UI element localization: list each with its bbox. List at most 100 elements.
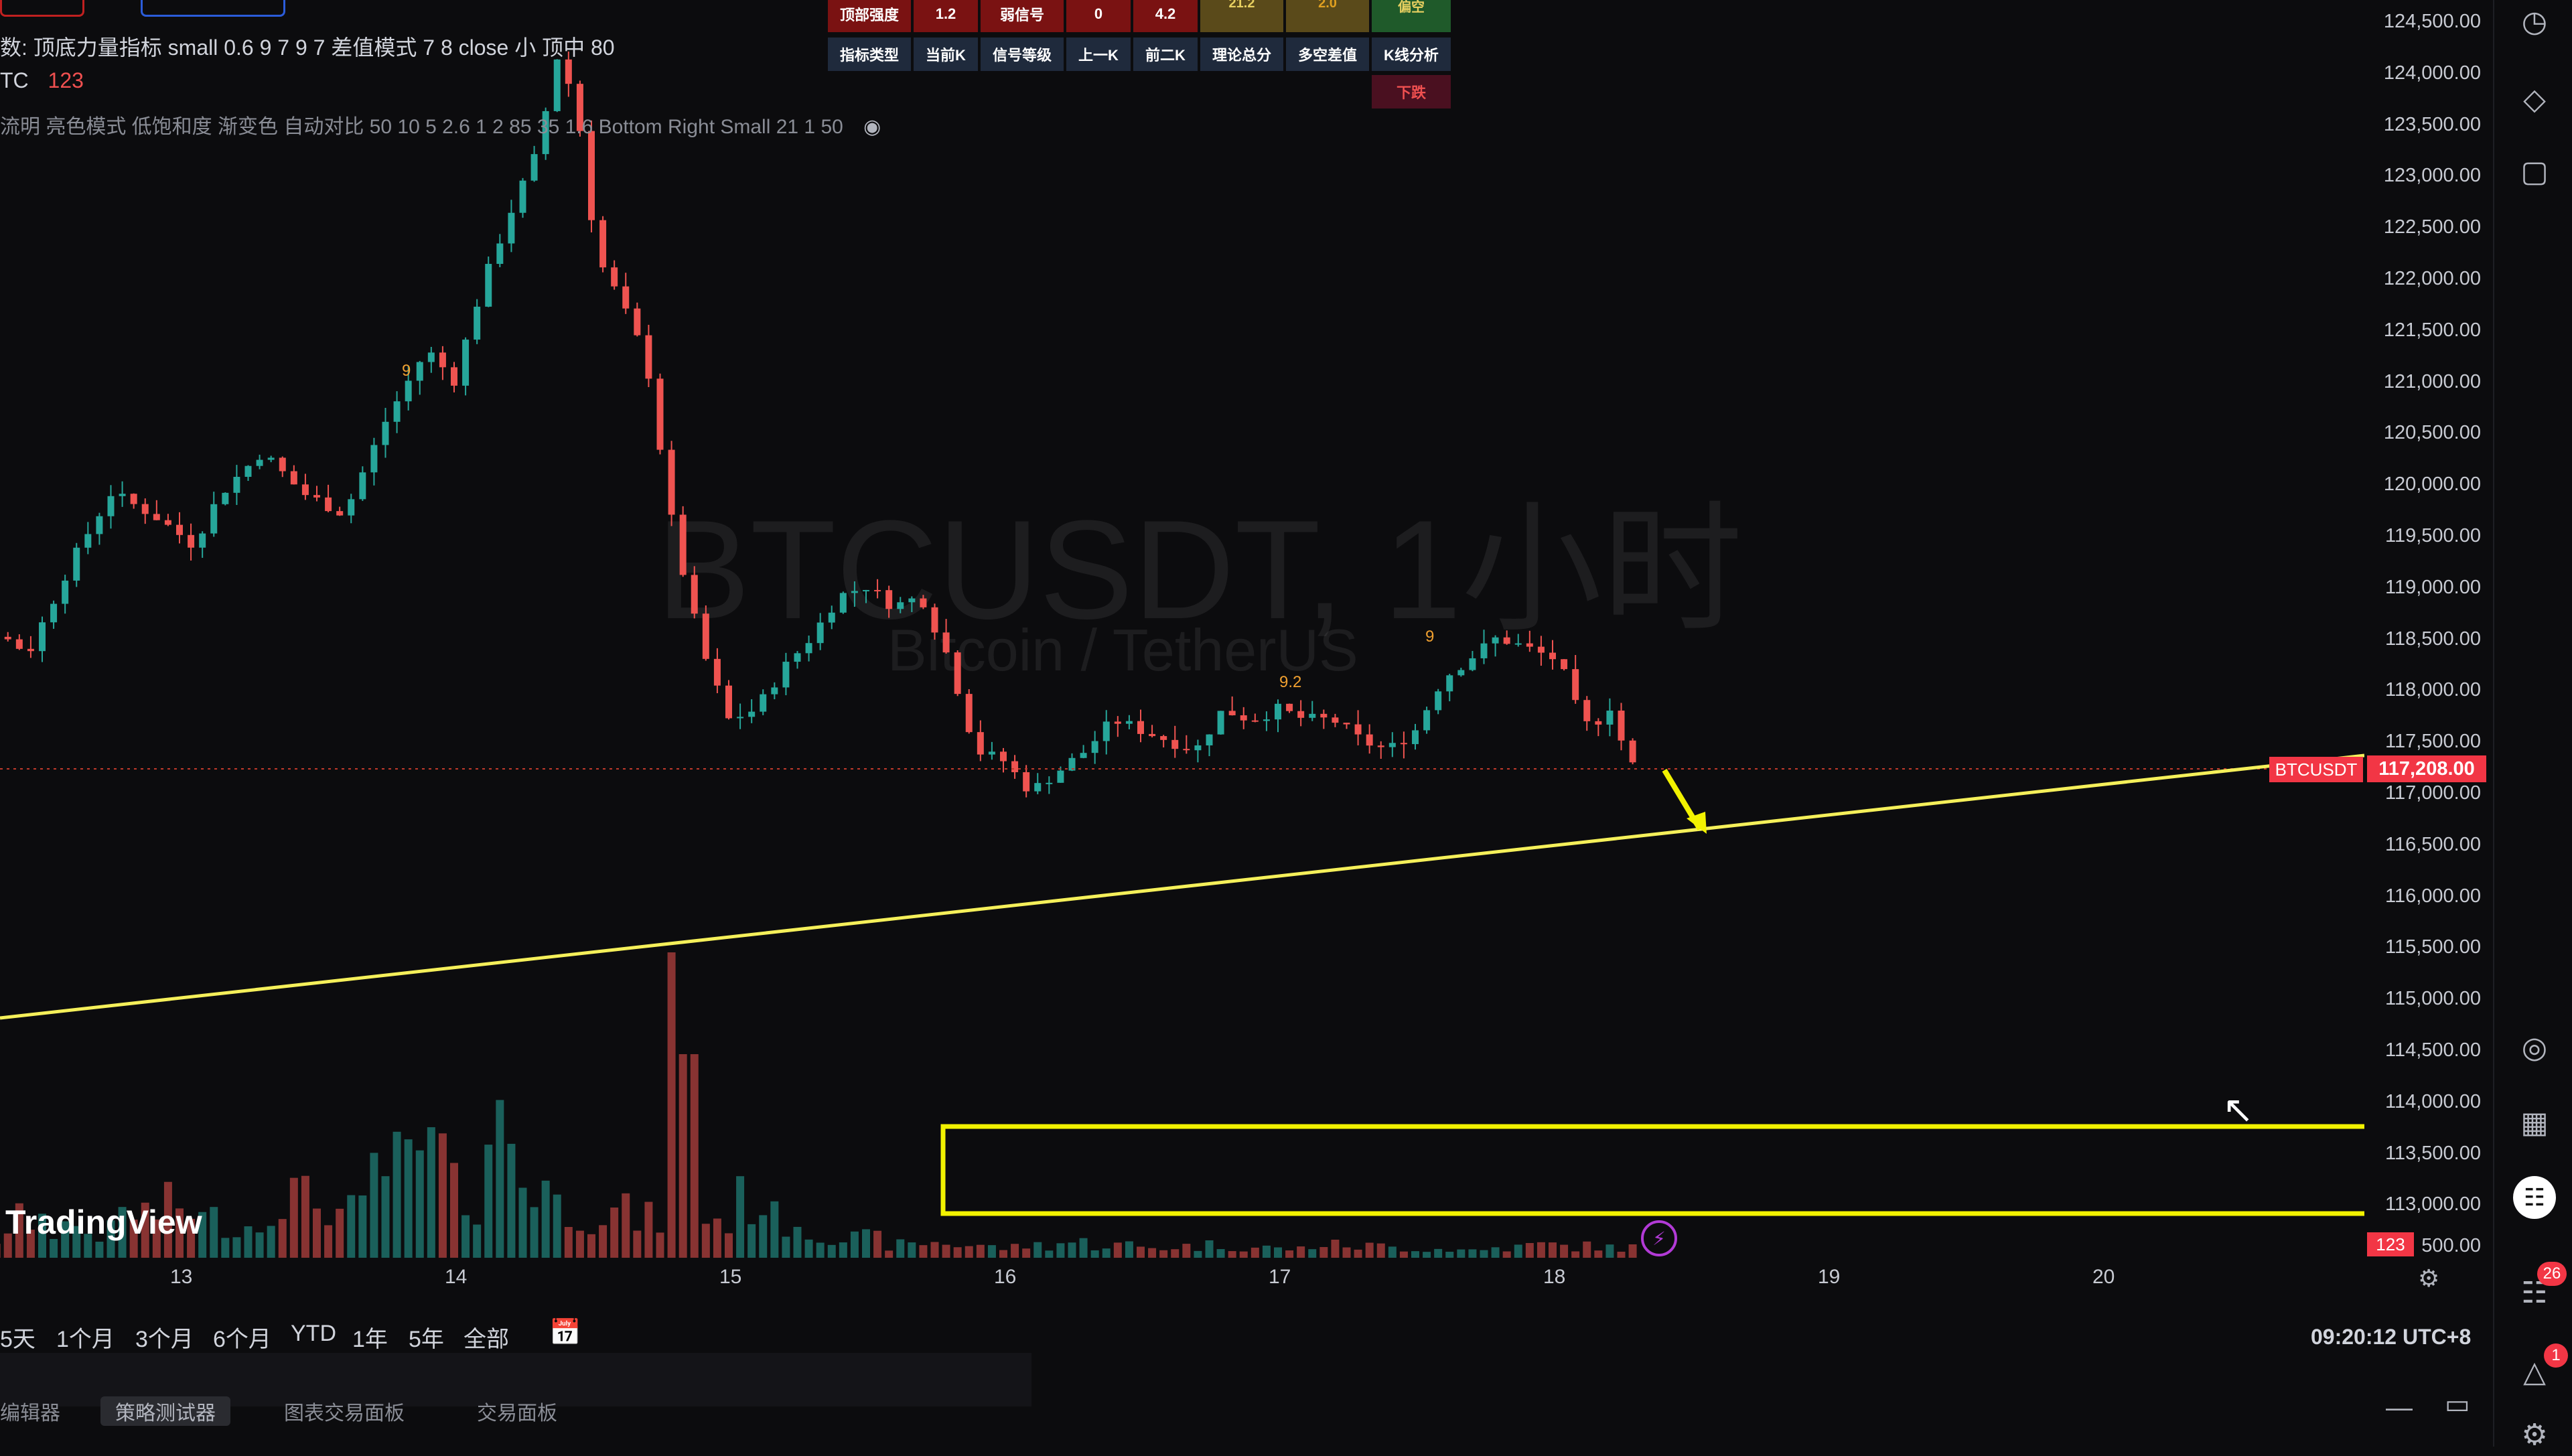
time-label: 16 — [994, 1266, 1017, 1288]
flash-icon[interactable]: ⚡ — [1641, 1220, 1677, 1256]
goto-date-icon[interactable]: 📅 — [549, 1319, 581, 1347]
range-5y-button[interactable]: 5年 — [409, 1327, 444, 1352]
calendar-icon[interactable]: ▦ — [2520, 1106, 2549, 1139]
clock[interactable]: 09:20:12 UTC+8 — [2311, 1325, 2472, 1349]
tab-pine-editor[interactable]: 编辑器 — [0, 1402, 60, 1425]
volume-bar — [1056, 1243, 1065, 1258]
tab-strategy-tester[interactable]: 策略测试器 — [100, 1396, 230, 1426]
price-scale[interactable]: 124,500.00 124,000.00 123,500.00 123,000.00… — [2364, 0, 2493, 1272]
candle-body — [1275, 703, 1281, 720]
candle-body — [851, 591, 858, 593]
candle-body — [748, 711, 756, 717]
range-all-button[interactable]: 全部 — [463, 1327, 509, 1352]
volume-bar — [3, 1233, 12, 1258]
time-label: 14 — [445, 1266, 468, 1288]
candle-body — [1034, 783, 1042, 792]
volume-bar — [278, 1219, 287, 1258]
price-tick-label: 122,000.00 — [2383, 268, 2481, 289]
volume-bar — [725, 1233, 733, 1258]
volume-bar — [908, 1242, 916, 1258]
chat-icon[interactable]: ▢ — [2520, 155, 2549, 188]
candle-body — [188, 534, 195, 548]
signal-value-cell: 顶部强度 — [828, 0, 911, 32]
trendline-drawing[interactable] — [0, 753, 2364, 1020]
layers-icon[interactable]: ◇ — [2523, 82, 2546, 116]
chart-pane[interactable]: BTCUSDT, 1小时 Bitcoin / TetherUS 9 9.2 9 … — [0, 0, 2364, 1272]
volume-bar — [1216, 1249, 1225, 1258]
candle-body — [679, 514, 687, 575]
candle-body — [119, 494, 126, 496]
volume-bar — [1365, 1242, 1374, 1258]
tab-chart-trading-panel[interactable]: 图表交易面板 — [284, 1402, 405, 1425]
volume-bar — [782, 1236, 790, 1258]
indicator-line-1[interactable]: 数: 顶底力量指标 small 0.6 9 7 9 7 差值模式 7 8 clo… — [0, 35, 615, 60]
candle-body — [1503, 637, 1510, 644]
candle-body — [382, 421, 389, 445]
candle-body — [920, 598, 927, 607]
clock-icon[interactable]: ◷ — [2521, 5, 2548, 38]
volume-bar — [50, 1238, 58, 1258]
candle-body — [1377, 745, 1384, 747]
volume-bar — [1262, 1245, 1271, 1258]
time-label: 20 — [2092, 1266, 2115, 1288]
candle-body — [863, 589, 869, 591]
volume-bar — [438, 1133, 447, 1258]
range-ytd-button[interactable]: YTD — [291, 1321, 336, 1346]
volume-bar — [1297, 1246, 1305, 1258]
range-6m-button[interactable]: 6个月 — [213, 1327, 271, 1352]
volume-bar — [1549, 1242, 1557, 1258]
settings-icon[interactable]: ⚙ — [2521, 1418, 2548, 1451]
candle-body — [1537, 646, 1545, 653]
volume-bar — [1182, 1244, 1191, 1258]
axis-settings-icon[interactable]: ⚙ — [2418, 1264, 2440, 1292]
tab-trading-panel[interactable]: 交易面板 — [477, 1402, 557, 1425]
candle-body — [27, 648, 34, 652]
signal-value-cell: 1.2 — [914, 0, 978, 32]
range-1m-button[interactable]: 1个月 — [56, 1327, 115, 1352]
range-5d-button[interactable]: 5天 — [0, 1327, 35, 1352]
maximize-panel-icon[interactable]: ▭ — [2445, 1390, 2470, 1419]
volume-bar — [987, 1245, 996, 1258]
candle-body — [1446, 675, 1453, 692]
volume-bar — [1342, 1247, 1351, 1258]
candle-body — [1526, 643, 1533, 647]
price-tick-label: 117,000.00 — [2385, 782, 2481, 804]
volume-bar — [1605, 1244, 1614, 1258]
range-3m-button[interactable]: 3个月 — [135, 1327, 194, 1352]
candle-body — [599, 220, 607, 268]
highlight-rectangle[interactable] — [940, 1124, 2364, 1216]
minimize-panel-icon[interactable]: — — [2386, 1393, 2413, 1423]
candle-body — [725, 685, 732, 719]
candle-body — [1469, 658, 1476, 670]
volume-bar — [1514, 1244, 1522, 1258]
candle-body — [1297, 711, 1305, 718]
target-icon[interactable]: ◎ — [2521, 1031, 2548, 1064]
hide-eye-icon[interactable]: ◉ — [863, 116, 881, 138]
volume-bar — [1205, 1240, 1214, 1258]
down-arrow-annotation[interactable] — [1662, 768, 1707, 834]
price-chart[interactable] — [0, 0, 2364, 1272]
range-1y-button[interactable]: 1年 — [352, 1327, 388, 1352]
volume-bar — [1125, 1241, 1133, 1258]
apps-grid-icon[interactable]: ☷ — [2513, 1176, 2556, 1219]
candle-body — [39, 622, 46, 652]
candle-body — [1149, 733, 1156, 737]
volume-bar — [678, 1054, 687, 1258]
candle-body — [427, 352, 435, 362]
volume-bar — [827, 1244, 836, 1258]
volume-bar — [953, 1247, 962, 1258]
sell-button-fragment[interactable] — [0, 0, 84, 17]
candle-body — [233, 476, 240, 493]
indicator-line-3[interactable]: 流明 亮色模式 低饱和度 渐变色 自动对比 50 10 5 2.6 1 2 85… — [0, 110, 881, 139]
volume-bar — [713, 1218, 721, 1258]
candle-body — [1125, 721, 1133, 724]
signal-value-cell: 弱信号 — [981, 0, 1064, 32]
indicator-line-2[interactable]: TC 123 — [0, 68, 84, 93]
candle-body — [931, 607, 938, 633]
price-tick-label: 116,000.00 — [2385, 885, 2481, 907]
bell-icon[interactable]: △ — [2523, 1355, 2546, 1388]
volume-bar — [129, 1219, 138, 1258]
buy-button-fragment[interactable] — [141, 0, 285, 17]
signal-value-cell: 21.2 — [1200, 0, 1283, 32]
volume-bar — [1457, 1249, 1466, 1258]
